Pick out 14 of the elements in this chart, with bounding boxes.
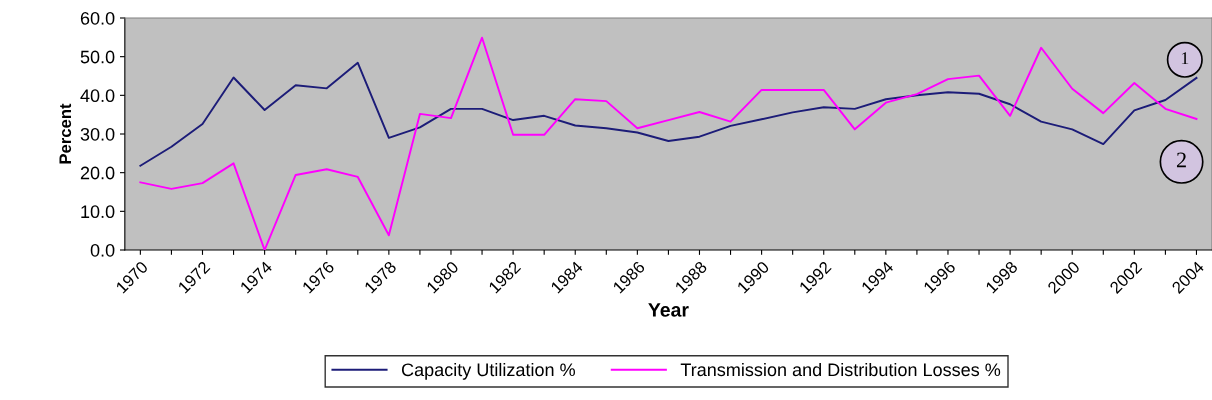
y-axis-title: Percent — [59, 103, 72, 164]
x-axis-title: Year — [648, 303, 689, 317]
y-tick-label: 30.0 — [80, 127, 115, 141]
y-tick-label: 10.0 — [81, 205, 115, 219]
y-tick-label: 60.0 — [80, 11, 115, 25]
annotation: 1 — [1181, 52, 1189, 65]
y-tick-label: 0.0 — [90, 243, 115, 257]
y-tick-label: 40.0 — [80, 89, 115, 103]
annotation: 2 — [1176, 152, 1186, 168]
line-series — [139, 36, 1198, 250]
legend-label: Capacity Utilization % — [401, 362, 575, 380]
y-tick-label: 20.0 — [80, 166, 115, 180]
y-tick-label: 50.0 — [80, 50, 115, 64]
legend-label: Transmission and Distribution Losses % — [680, 362, 1001, 377]
